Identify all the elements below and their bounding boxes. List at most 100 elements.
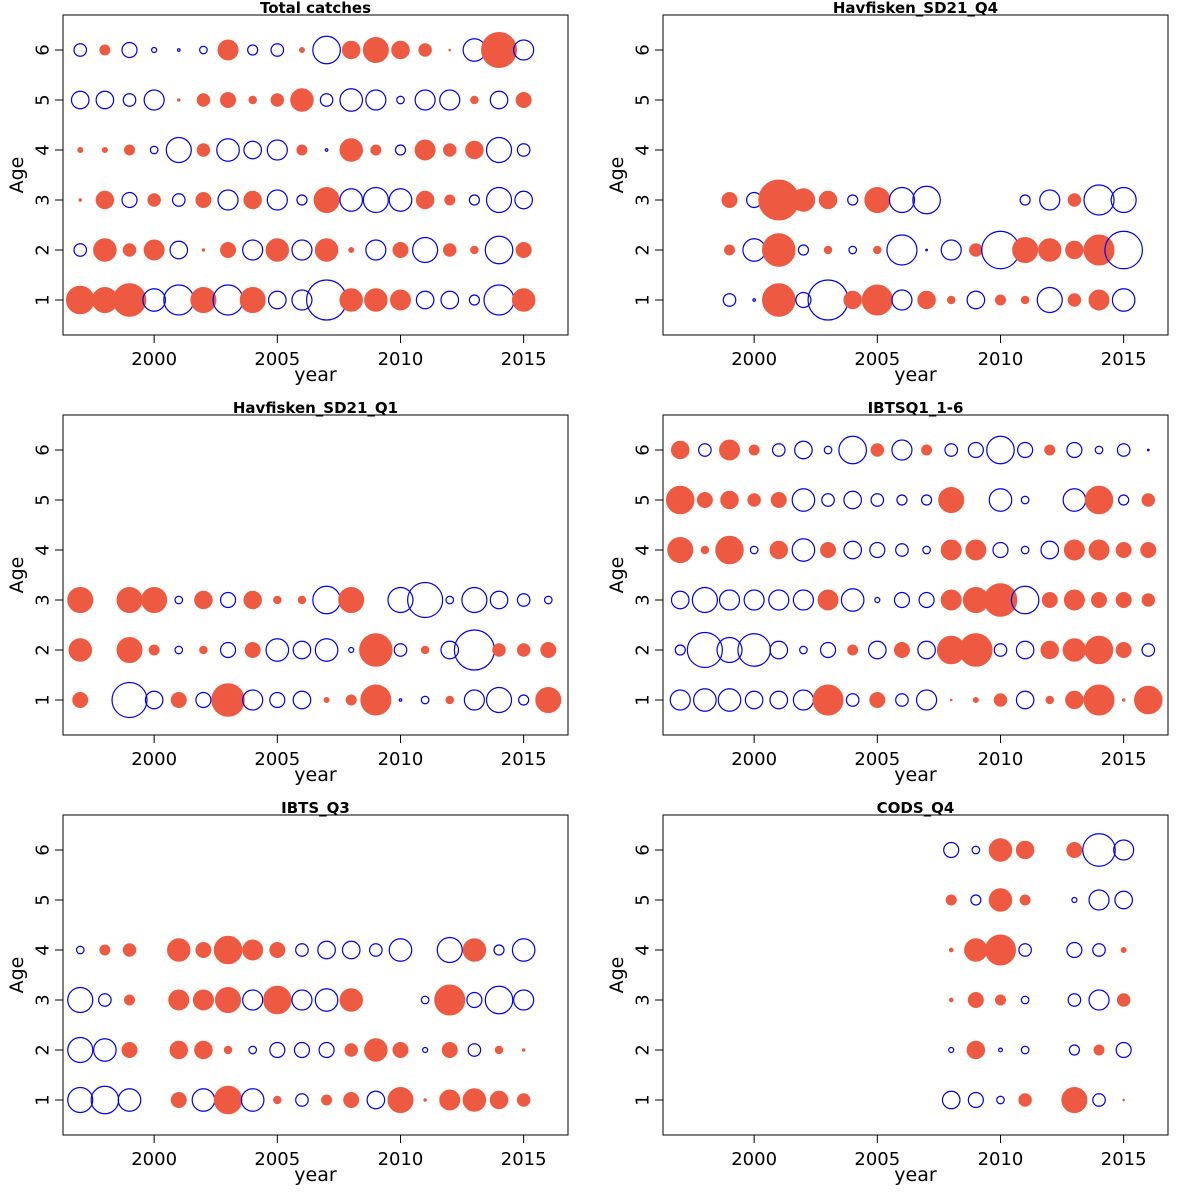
negative-residual-bubble bbox=[771, 443, 786, 457]
positive-residual-bubble bbox=[248, 95, 257, 105]
negative-residual-bubble bbox=[265, 638, 290, 662]
positive-residual-bubble bbox=[213, 1085, 243, 1115]
negative-residual-bubble bbox=[489, 90, 509, 110]
negative-residual-bubble bbox=[768, 589, 790, 611]
x-tick-label: 2000 bbox=[131, 749, 177, 770]
negative-residual-bubble bbox=[293, 1041, 311, 1059]
positive-residual-bubble bbox=[443, 243, 457, 257]
positive-residual-bubble bbox=[167, 938, 191, 962]
positive-residual-bubble bbox=[959, 633, 993, 667]
positive-residual-bubble bbox=[273, 595, 282, 605]
positive-residual-bubble bbox=[273, 1095, 282, 1105]
positive-residual-bubble bbox=[168, 989, 190, 1011]
y-tick-label: 5 bbox=[33, 894, 54, 905]
y-tick-label: 2 bbox=[33, 1044, 54, 1055]
y-tick-label: 2 bbox=[633, 1044, 654, 1055]
negative-residual-bubble bbox=[122, 93, 137, 107]
y-tick-label: 5 bbox=[33, 494, 54, 505]
positive-residual-bubble bbox=[418, 43, 432, 57]
y-axis-label: Age bbox=[6, 557, 28, 594]
positive-residual-bubble bbox=[190, 287, 217, 313]
positive-residual-bubble bbox=[443, 143, 457, 157]
negative-residual-bubble bbox=[174, 645, 184, 655]
plot-frame bbox=[62, 814, 569, 1136]
positive-residual-bubble bbox=[77, 147, 84, 153]
negative-residual-bubble bbox=[693, 688, 717, 712]
positive-residual-bubble bbox=[965, 539, 987, 561]
negative-residual-bubble bbox=[1088, 889, 1110, 911]
positive-residual-bubble bbox=[244, 642, 261, 658]
positive-residual-bubble bbox=[1091, 592, 1108, 608]
positive-residual-bubble bbox=[298, 47, 305, 53]
positive-residual-bubble bbox=[940, 589, 962, 611]
positive-residual-bubble bbox=[1040, 640, 1060, 660]
positive-residual-bubble bbox=[1115, 542, 1132, 558]
y-tick-label: 4 bbox=[33, 544, 54, 555]
y-tick-label: 6 bbox=[633, 44, 654, 55]
positive-residual-bubble bbox=[101, 147, 108, 153]
positive-residual-bubble bbox=[359, 633, 393, 667]
negative-residual-bubble bbox=[1114, 890, 1134, 910]
positive-residual-bubble bbox=[521, 1048, 526, 1052]
negative-residual-bubble bbox=[513, 989, 535, 1011]
y-tick-label: 1 bbox=[33, 694, 54, 705]
negative-residual-bubble bbox=[840, 588, 865, 612]
negative-residual-bubble bbox=[848, 245, 858, 255]
negative-residual-bubble bbox=[1071, 896, 1078, 904]
positive-residual-bubble bbox=[415, 190, 435, 210]
negative-residual-bubble bbox=[95, 90, 115, 110]
negative-residual-bubble bbox=[420, 695, 430, 705]
positive-residual-bubble bbox=[762, 233, 796, 267]
negative-residual-bubble bbox=[439, 89, 461, 111]
negative-residual-bubble bbox=[1062, 488, 1087, 512]
negative-residual-bubble bbox=[341, 940, 361, 960]
negative-residual-bubble bbox=[742, 238, 766, 262]
positive-residual-bubble bbox=[515, 92, 532, 108]
x-tick-label: 2010 bbox=[378, 1149, 424, 1170]
positive-residual-bubble bbox=[265, 238, 290, 262]
positive-residual-bubble bbox=[720, 490, 739, 510]
negative-residual-bubble bbox=[1017, 441, 1034, 459]
negative-residual-bubble bbox=[511, 938, 536, 962]
negative-residual-bubble bbox=[362, 186, 389, 214]
negative-residual-bubble bbox=[516, 593, 531, 607]
negative-residual-bubble bbox=[722, 293, 737, 307]
positive-residual-bubble bbox=[314, 238, 339, 262]
negative-residual-bubble bbox=[366, 1090, 386, 1110]
y-tick-label: 3 bbox=[633, 594, 654, 605]
positive-residual-bubble bbox=[494, 1045, 504, 1055]
x-tick-label: 2010 bbox=[978, 1149, 1024, 1170]
positive-residual-bubble bbox=[116, 587, 143, 613]
negative-residual-bubble bbox=[171, 193, 186, 207]
negative-residual-bubble bbox=[163, 284, 195, 316]
negative-residual-bubble bbox=[993, 643, 1008, 657]
positive-residual-bubble bbox=[820, 542, 837, 558]
positive-residual-bubble bbox=[1122, 1098, 1125, 1102]
negative-residual-bubble bbox=[891, 439, 913, 461]
positive-residual-bubble bbox=[724, 244, 736, 256]
y-tick-label: 5 bbox=[633, 94, 654, 105]
positive-residual-bubble bbox=[1038, 238, 1062, 262]
negative-residual-bubble bbox=[219, 641, 237, 659]
positive-residual-bubble bbox=[1120, 947, 1127, 953]
negative-residual-bubble bbox=[195, 691, 212, 709]
negative-residual-bubble bbox=[312, 35, 341, 65]
positive-residual-bubble bbox=[445, 695, 455, 705]
positive-residual-bubble bbox=[141, 587, 168, 613]
y-tick-label: 3 bbox=[33, 194, 54, 205]
negative-residual-bubble bbox=[1113, 839, 1135, 861]
negative-residual-bubble bbox=[270, 43, 285, 57]
negative-residual-bubble bbox=[1015, 690, 1035, 710]
negative-residual-bubble bbox=[791, 488, 816, 512]
y-tick-label: 1 bbox=[633, 294, 654, 305]
chart-title: Havfisken_SD21_Q4 bbox=[833, 0, 998, 17]
positive-residual-bubble bbox=[983, 583, 1018, 617]
negative-residual-bubble bbox=[967, 1091, 984, 1109]
chart-panel: IBTSQ1_1-6 2000 2005 2010 2015 1 2 3 4 5 6 year Age bbox=[606, 399, 1169, 786]
negative-residual-bubble bbox=[314, 638, 339, 662]
negative-residual-bubble bbox=[388, 188, 413, 212]
negative-residual-bubble bbox=[737, 633, 771, 667]
y-tick-label: 5 bbox=[33, 94, 54, 105]
y-tick-label: 6 bbox=[633, 844, 654, 855]
positive-residual-bubble bbox=[196, 93, 211, 107]
